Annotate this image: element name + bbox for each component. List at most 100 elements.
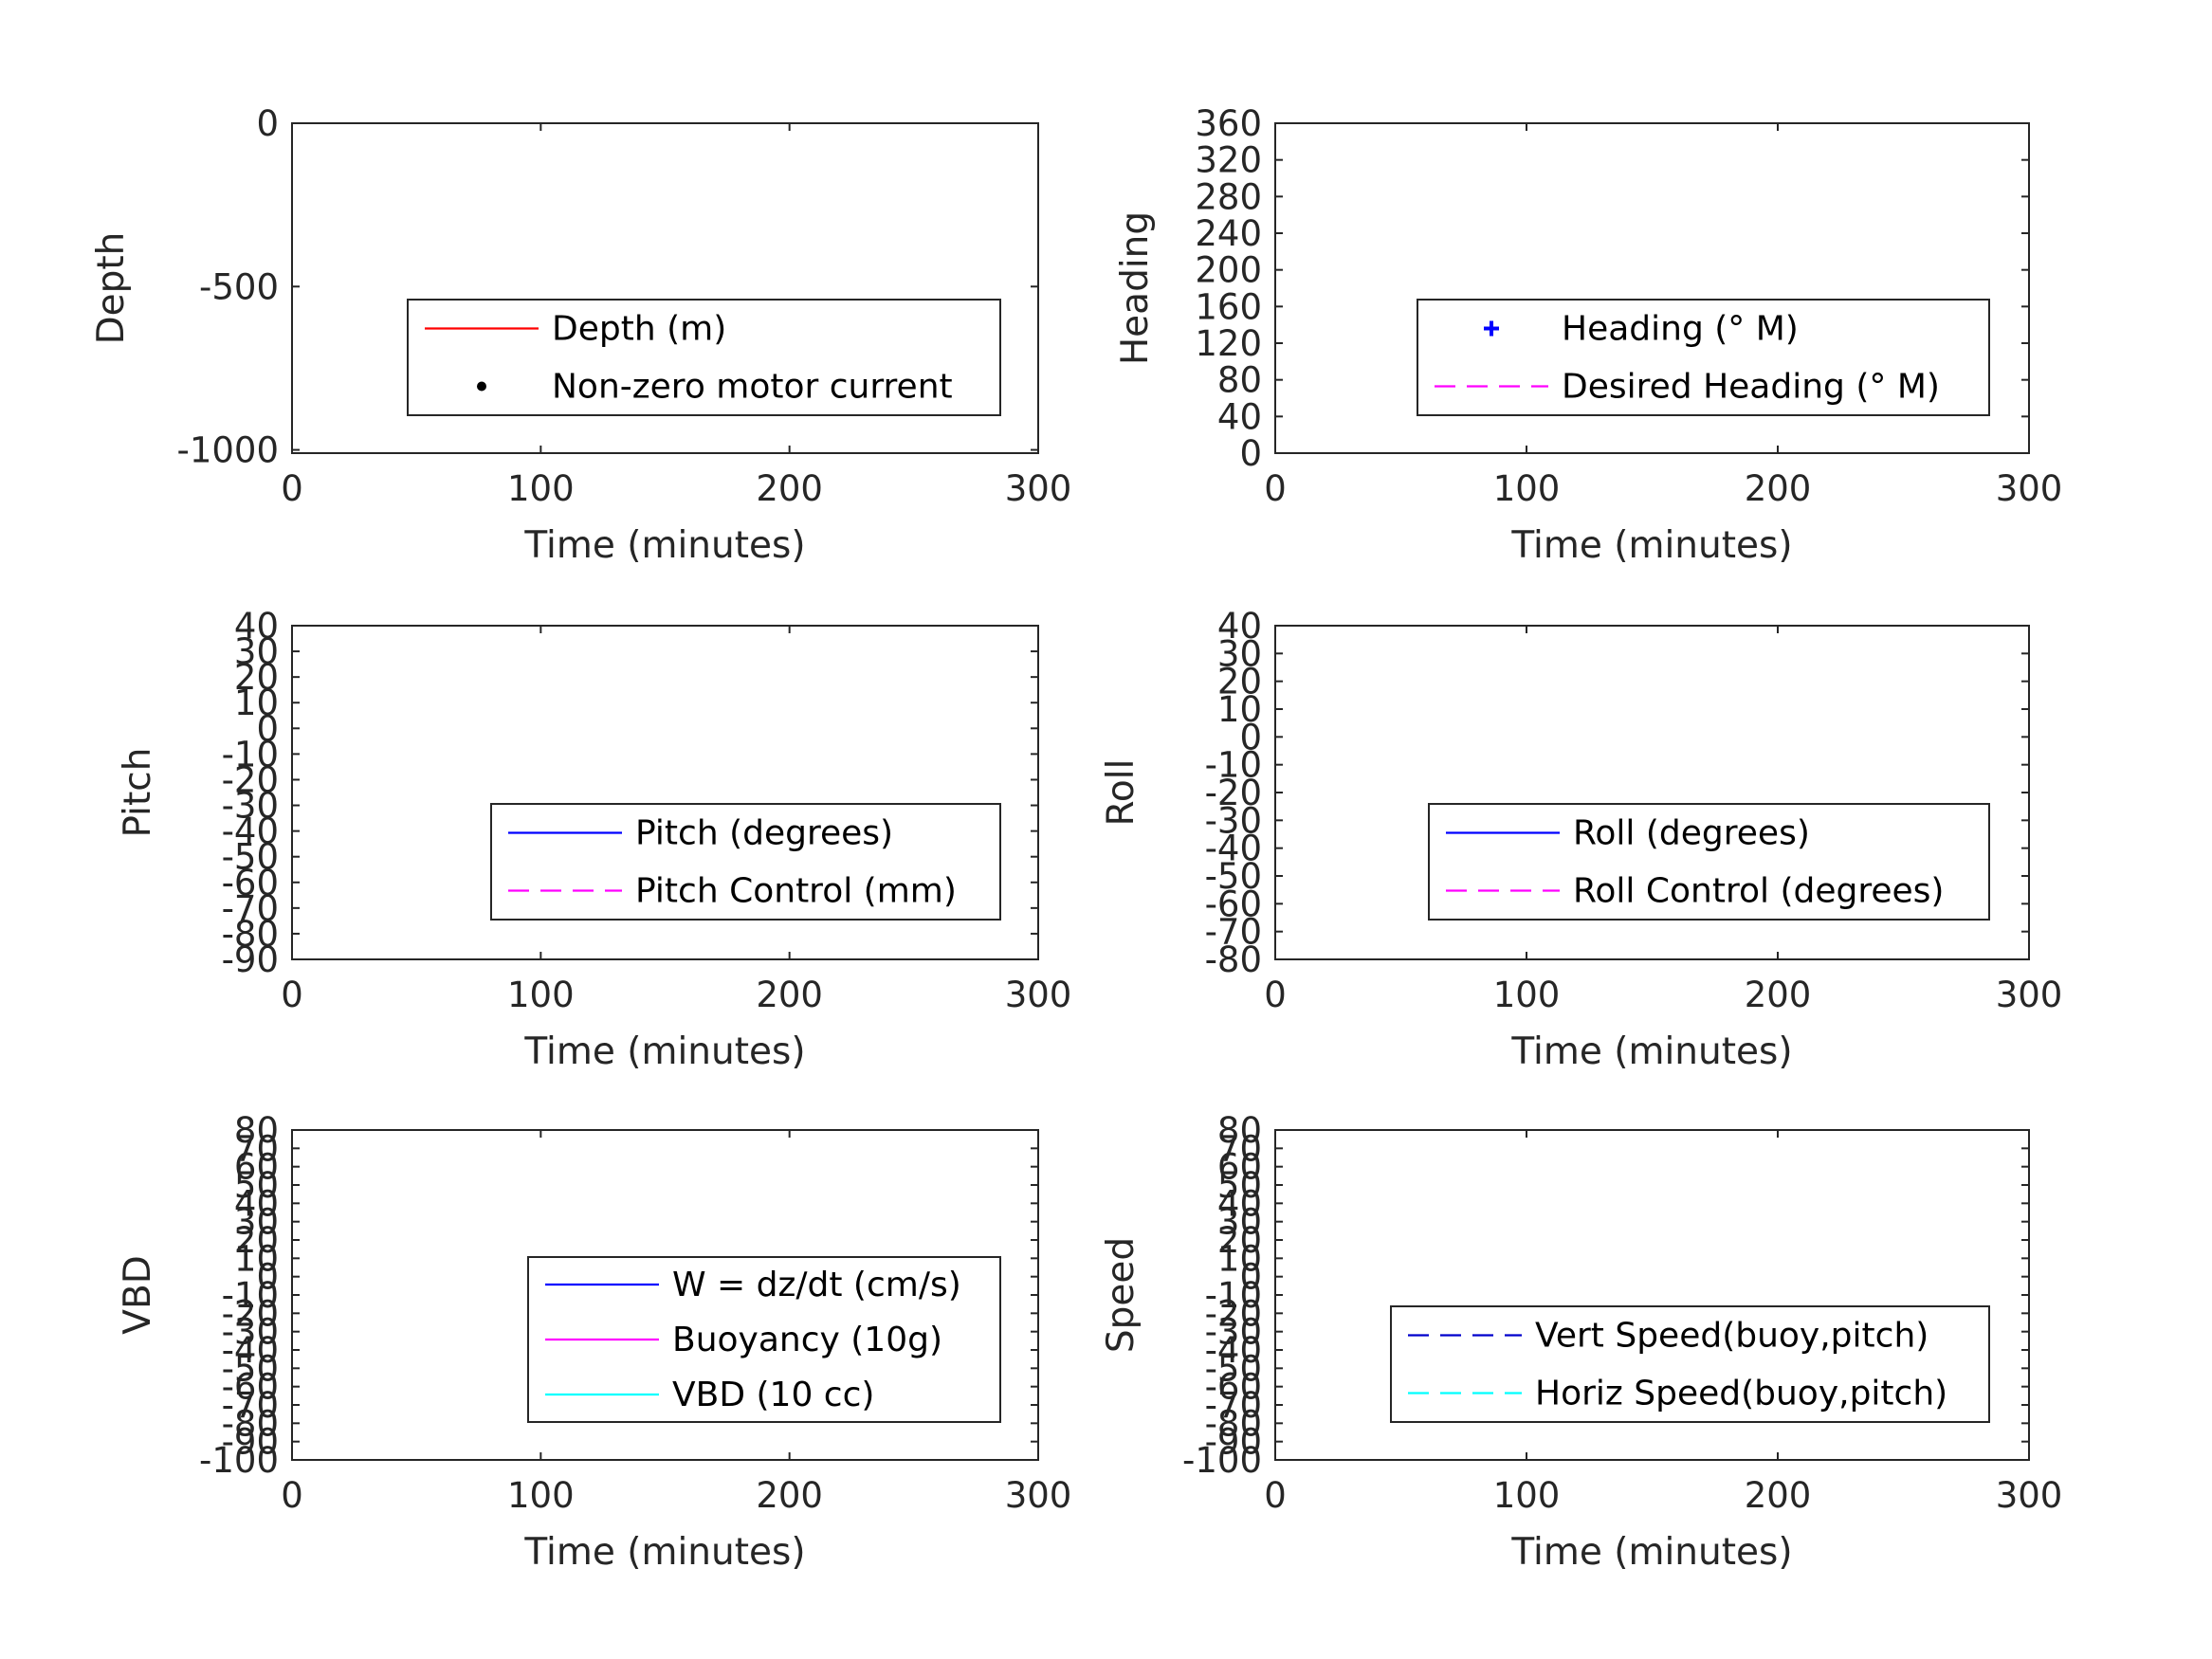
y-tick-label: -60	[1205, 1367, 1262, 1408]
y-tick-label: -10	[1205, 745, 1262, 786]
speed-subplot: 0 100 200 300-100-90-80-70-60-50-40-30-20-1…	[1100, 1110, 2062, 1574]
y-tick-label: 200	[1195, 250, 1262, 291]
x-tick-label: 200	[1745, 468, 1812, 509]
y-tick-label: 10	[1217, 1238, 1262, 1279]
depth-y-axis-label: Depth	[90, 232, 133, 345]
y-tick-label: -80	[1205, 939, 1262, 980]
roll-legend-box	[1428, 803, 1990, 921]
heading-legend: Heading (° M) Desired Heading (° M)	[1417, 299, 1990, 416]
speed-x-axis-label: Time (minutes)	[1510, 1531, 1792, 1574]
x-tick-label: 0	[281, 975, 303, 1015]
y-tick-label: 10	[1217, 689, 1262, 730]
x-tick-label: 300	[1005, 468, 1072, 509]
y-tick-label: -70	[1205, 912, 1262, 953]
depth-legend-marker	[477, 381, 486, 392]
roll-subplot: 0 100 200 300-80-70-60-50-40-30-20-10010203…	[1100, 606, 2062, 1073]
y-tick-label: -40	[1205, 1330, 1262, 1371]
heading-y-axis-label: Heading	[1114, 211, 1157, 365]
y-tick-label: 20	[1217, 1220, 1262, 1261]
roll-legend: Roll (degrees) Roll Control (degrees)	[1428, 803, 1990, 921]
y-tick-label: 60	[234, 1147, 279, 1188]
y-tick-label: 0	[1239, 717, 1262, 757]
y-tick-label: -80	[222, 914, 279, 955]
y-tick-label: 80	[1217, 1110, 1262, 1151]
x-tick-label: 200	[756, 1475, 823, 1516]
pitch-subplot: 0 100 200 300-90-80-70-60-50-40-30-20-10010…	[117, 606, 1071, 1073]
x-tick-label: 200	[1745, 975, 1812, 1015]
vbd-legend: W = dz/dt (cm/s) Buoyancy (10g) VBD (10 cc…	[527, 1256, 1001, 1423]
y-tick-label: -40	[1205, 829, 1262, 869]
x-tick-label: 100	[1493, 975, 1561, 1015]
roll-x-axis-label: Time (minutes)	[1510, 1030, 1792, 1073]
y-tick-label: -50	[222, 837, 279, 878]
depth-legend: Depth (m) Non-zero motor current	[407, 299, 1001, 416]
y-tick-label: 80	[234, 1110, 279, 1151]
y-tick-label: -90	[222, 939, 279, 980]
heading-x-axis-label: Time (minutes)	[1510, 524, 1792, 567]
heading-legend-box	[1417, 299, 1990, 416]
y-tick-label: 30	[1217, 1202, 1262, 1243]
y-tick-label: 40	[1217, 606, 1262, 647]
y-tick-label: -60	[222, 1367, 279, 1408]
heading-legend-marker	[1484, 320, 1499, 337]
x-tick-label: 300	[1996, 468, 2063, 509]
vbd-legend-entry: W = dz/dt (cm/s)	[672, 1266, 961, 1304]
y-tick-label: 30	[1217, 633, 1262, 674]
y-tick-label: 30	[234, 631, 279, 672]
y-tick-label: 20	[1217, 662, 1262, 702]
y-tick-label: 10	[234, 683, 279, 723]
y-tick-label: -500	[199, 266, 279, 307]
speed-legend-entry: Vert Speed(buoy,pitch)	[1535, 1317, 1929, 1356]
vbd-y-axis-label: VBD	[117, 1255, 159, 1334]
y-tick-label: -20	[1205, 773, 1262, 813]
pitch-legend-box	[490, 803, 1001, 921]
y-tick-label: -50	[222, 1348, 279, 1389]
y-tick-label: 40	[234, 1183, 279, 1224]
y-tick-label: -1000	[176, 430, 279, 471]
x-tick-label: 0	[281, 468, 303, 509]
depth-legend-entry: Depth (m)	[552, 310, 726, 349]
y-tick-label: 70	[234, 1128, 279, 1169]
y-tick-label: -30	[222, 1312, 279, 1353]
y-tick-label: 280	[1195, 176, 1262, 217]
vbd-legend-entry: VBD (10 cc)	[672, 1376, 874, 1414]
y-tick-label: 0	[256, 1257, 279, 1298]
x-tick-label: 100	[1493, 468, 1561, 509]
speed-legend-entry: Horiz Speed(buoy,pitch)	[1535, 1375, 1947, 1413]
y-tick-label: -40	[222, 811, 279, 852]
y-tick-label: 120	[1195, 323, 1262, 364]
depth-legend-entry: Non-zero motor current	[552, 368, 953, 407]
roll-legend-entry: Roll Control (degrees)	[1573, 872, 1944, 911]
y-tick-label: 50	[234, 1165, 279, 1206]
x-tick-label: 100	[507, 468, 575, 509]
y-tick-label: -80	[1205, 1403, 1262, 1444]
x-tick-label: 0	[1264, 1475, 1287, 1516]
x-tick-label: 200	[756, 468, 823, 509]
pitch-y-axis-label: Pitch	[117, 748, 159, 838]
y-tick-label: 0	[256, 708, 279, 749]
y-tick-label: 160	[1195, 286, 1262, 327]
y-tick-label: -30	[222, 786, 279, 827]
y-tick-label: -30	[1205, 800, 1262, 841]
roll-y-axis-label: Roll	[1100, 759, 1143, 827]
vbd-x-axis-label: Time (minutes)	[523, 1531, 805, 1574]
pitch-legend-entry: Pitch Control (mm)	[635, 872, 957, 911]
y-tick-label: 40	[1217, 396, 1262, 437]
pitch-legend: Pitch (degrees) Pitch Control (mm)	[490, 803, 1001, 921]
y-tick-label: -70	[222, 1385, 279, 1426]
y-tick-label: 0	[1239, 433, 1262, 474]
pitch-x-axis-label: Time (minutes)	[523, 1030, 805, 1073]
y-tick-label: 20	[234, 1220, 279, 1261]
y-tick-label: -70	[1205, 1385, 1262, 1426]
y-tick-label: -100	[1182, 1440, 1262, 1481]
x-tick-label: 0	[1264, 975, 1287, 1015]
y-tick-label: 10	[234, 1238, 279, 1279]
y-tick-label: 40	[234, 606, 279, 647]
y-tick-label: -30	[1205, 1312, 1262, 1353]
y-tick-label: 320	[1195, 140, 1262, 181]
y-tick-label: 20	[234, 657, 279, 698]
y-tick-label: -90	[1205, 1422, 1262, 1463]
depth-subplot: 0 100 200 300 0 -500 -1000 Time (minutes) Depth D…	[90, 103, 1071, 567]
x-tick-label: 100	[1493, 1475, 1561, 1516]
y-tick-label: -10	[222, 1275, 279, 1316]
